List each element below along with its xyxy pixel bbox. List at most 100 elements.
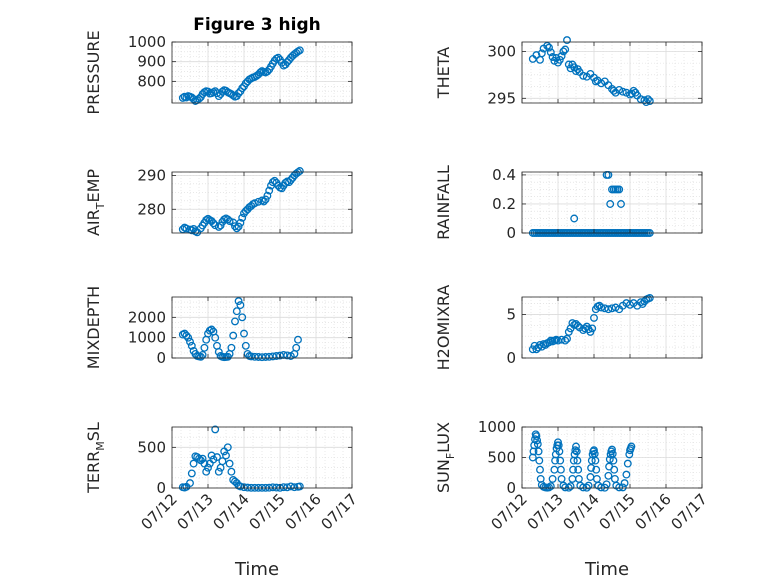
data-point — [202, 467, 211, 476]
data-point — [545, 43, 553, 52]
data-point — [250, 199, 259, 208]
data-point — [231, 222, 239, 231]
data-point — [571, 446, 580, 455]
data-point — [186, 479, 194, 488]
data-point — [204, 463, 212, 472]
data-point — [559, 47, 568, 56]
data-point — [214, 467, 223, 476]
data-point — [234, 222, 243, 231]
data-point — [240, 329, 248, 338]
data-point — [563, 36, 571, 45]
y-axis-label: PRESSURE — [84, 30, 103, 114]
data-point — [644, 95, 652, 104]
y-tick-label: 0 — [156, 479, 166, 497]
data-point — [569, 465, 578, 474]
y-tick-label: 0 — [156, 349, 166, 367]
y-tick-label: 0.4 — [492, 166, 516, 184]
data-point — [189, 459, 198, 468]
data-point — [556, 456, 565, 465]
y-tick-label: 290 — [137, 166, 166, 184]
data-point — [223, 443, 232, 452]
axes-box — [521, 41, 703, 104]
data-point — [537, 49, 546, 58]
y-tick-label: 2000 — [128, 308, 166, 326]
data-point — [214, 222, 223, 231]
data-point — [546, 482, 555, 491]
y-tick-label: 1000 — [478, 418, 516, 436]
axes-box — [171, 41, 353, 104]
y-tick-label: 500 — [487, 449, 516, 467]
data-point — [590, 446, 598, 455]
data-point — [234, 89, 243, 98]
data-point — [292, 343, 301, 352]
data-point — [579, 483, 588, 492]
data-point — [606, 200, 615, 208]
data-point — [622, 470, 631, 479]
panel-h2omixra: 0 5 H2OMIXRA — [434, 285, 703, 370]
data-point — [609, 86, 618, 95]
data-point — [572, 442, 580, 451]
data-point — [584, 481, 593, 490]
data-point — [189, 95, 198, 104]
data-point — [229, 331, 238, 340]
y-axis-label: MIXDEPTH — [84, 286, 103, 369]
data-point — [207, 451, 216, 460]
data-point — [198, 454, 207, 463]
data-point — [238, 313, 247, 322]
data-point — [227, 343, 236, 352]
data-point — [227, 467, 236, 476]
axes-box — [171, 171, 353, 234]
data-point — [572, 447, 581, 456]
x-axis-label-left: Time — [234, 559, 279, 580]
y-axis-label: TERRMSL — [84, 422, 107, 494]
data-point — [608, 304, 616, 313]
y-tick-label: 0.2 — [492, 195, 516, 213]
data-point — [236, 301, 245, 310]
data-point — [546, 48, 555, 57]
data-point — [532, 432, 541, 441]
panel-rainfall: 0 0.2 0.4 RAINFALL — [434, 165, 703, 242]
data-point — [543, 41, 552, 50]
axes-box — [171, 426, 353, 489]
data-point — [545, 338, 553, 347]
data-point — [609, 456, 618, 465]
data-point — [536, 465, 544, 474]
y-tick-label: 1000 — [128, 329, 166, 347]
data-point — [211, 333, 220, 342]
data-point — [182, 93, 191, 102]
data-point — [588, 324, 597, 333]
data-point — [556, 465, 565, 474]
data-point — [536, 340, 544, 349]
data-point — [610, 465, 619, 474]
figure-title: Figure 3 high — [193, 15, 321, 35]
data-point — [195, 454, 203, 463]
data-point — [620, 479, 629, 488]
y-axis-label: AIRTEMP — [84, 169, 107, 236]
y-tick-label: 0 — [506, 479, 516, 497]
data-point — [627, 442, 636, 451]
data-point — [209, 219, 218, 228]
panel-mixdepth: 0 1000 2000 MIXDEPTH — [84, 286, 353, 369]
data-point — [557, 52, 566, 61]
data-point — [187, 341, 196, 350]
data-point — [572, 67, 580, 76]
data-point — [254, 197, 263, 206]
data-point — [604, 305, 613, 314]
data-point — [561, 336, 570, 345]
data-point — [186, 337, 194, 346]
data-point — [295, 482, 304, 491]
data-point — [555, 55, 564, 64]
data-point — [263, 191, 272, 200]
data-point — [256, 68, 265, 77]
y-axis-label: THETA — [434, 47, 453, 99]
data-point — [645, 97, 654, 106]
data-point — [202, 216, 211, 225]
data-point — [548, 474, 557, 483]
y-tick-label: 300 — [487, 42, 516, 60]
y-tick-label: 295 — [487, 89, 516, 107]
y-tick-label: 1000 — [128, 33, 166, 51]
data-point — [590, 313, 598, 322]
data-point — [231, 317, 239, 326]
data-point — [623, 459, 632, 468]
